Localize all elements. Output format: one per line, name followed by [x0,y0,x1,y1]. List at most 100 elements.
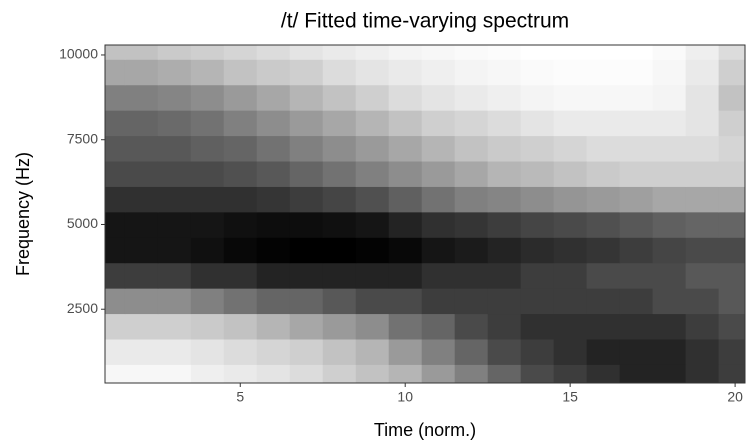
heatmap-cell [487,45,522,60]
heatmap-cell [718,45,745,60]
heatmap-cell [322,186,357,213]
heatmap-cell [157,135,192,162]
heatmap-cell [718,338,745,365]
x-tick-label: 10 [397,389,413,405]
heatmap-cell [256,288,291,315]
heatmap-cell [487,364,522,383]
heatmap-cell [124,45,159,60]
heatmap-cell [520,237,555,264]
heatmap-cell [388,84,423,111]
heatmap-cell [388,59,423,86]
heatmap-cell [355,364,390,383]
heatmap-cell [322,262,357,289]
heatmap-cell [105,262,126,289]
heatmap-cell [157,45,192,60]
heatmap-cell [586,338,621,365]
heatmap-cell [322,160,357,187]
heatmap-cell [454,211,489,238]
heatmap-cell [289,313,324,340]
heatmap-cell [586,186,621,213]
heatmap-cell [388,186,423,213]
heatmap-cell [520,84,555,111]
heatmap-cell [256,364,291,383]
heatmap-cell [421,262,456,289]
heatmap-cell [289,338,324,365]
heatmap-cell [190,211,225,238]
heatmap-cell [718,135,745,162]
heatmap-cell [454,338,489,365]
heatmap-cell [553,186,588,213]
heatmap-cell [454,110,489,137]
heatmap-cell [454,237,489,264]
heatmap-cell [223,45,258,60]
heatmap-cell [223,84,258,111]
heatmap-cell [520,160,555,187]
heatmap-cell [586,211,621,238]
heatmap-cell [190,313,225,340]
heatmap-cell [256,160,291,187]
heatmap-cell [553,160,588,187]
heatmap-cell [454,84,489,111]
heatmap-cell [718,84,745,111]
heatmap-cell [553,135,588,162]
heatmap-cell [124,59,159,86]
heatmap-cell [190,84,225,111]
heatmap-cell [355,186,390,213]
heatmap-cell [619,84,654,111]
heatmap-cell [190,160,225,187]
heatmap-cell [586,262,621,289]
heatmap-cell [289,59,324,86]
heatmap-cell [124,288,159,315]
heatmap-cell [652,313,687,340]
heatmap-cell [256,84,291,111]
heatmap-cell [289,110,324,137]
heatmap-cell [652,262,687,289]
heatmap-cell [105,186,126,213]
heatmap-cell [487,110,522,137]
heatmap-cell [223,364,258,383]
heatmap-cell [322,110,357,137]
heatmap-cell [619,313,654,340]
heatmap-cell [520,211,555,238]
heatmap-cell [157,237,192,264]
heatmap-cell [586,84,621,111]
heatmap-cell [355,313,390,340]
heatmap-cell [322,364,357,383]
heatmap-cell [388,237,423,264]
heatmap-cell [223,288,258,315]
heatmap-cell [586,160,621,187]
heatmap-cell [388,110,423,137]
heatmap-cell [586,237,621,264]
heatmap-cell [322,338,357,365]
heatmap-cell [289,186,324,213]
heatmap-cell [454,364,489,383]
heatmap-cell [685,186,720,213]
heatmap-cell [105,135,126,162]
heatmap-cell [454,288,489,315]
x-tick-label: 20 [727,389,743,405]
heatmap-cell [520,186,555,213]
heatmap-cell [586,110,621,137]
heatmap-cell [157,313,192,340]
heatmap-cell [619,45,654,60]
heatmap-cell [520,45,555,60]
heatmap-cell [355,237,390,264]
heatmap-cell [256,59,291,86]
heatmap-cell [421,45,456,60]
heatmap-cell [289,160,324,187]
heatmap-cell [223,160,258,187]
heatmap-cell [157,364,192,383]
heatmap-cell [619,237,654,264]
heatmap-cell [256,45,291,60]
heatmap-cell [619,59,654,86]
heatmap-cell [157,288,192,315]
heatmap-cell [652,237,687,264]
heatmap-cell [256,186,291,213]
heatmap-cell [685,237,720,264]
heatmap-cell [256,110,291,137]
heatmap-cell [124,364,159,383]
heatmap-cell [652,45,687,60]
heatmap [105,45,745,383]
heatmap-cell [520,135,555,162]
heatmap-cell [256,237,291,264]
